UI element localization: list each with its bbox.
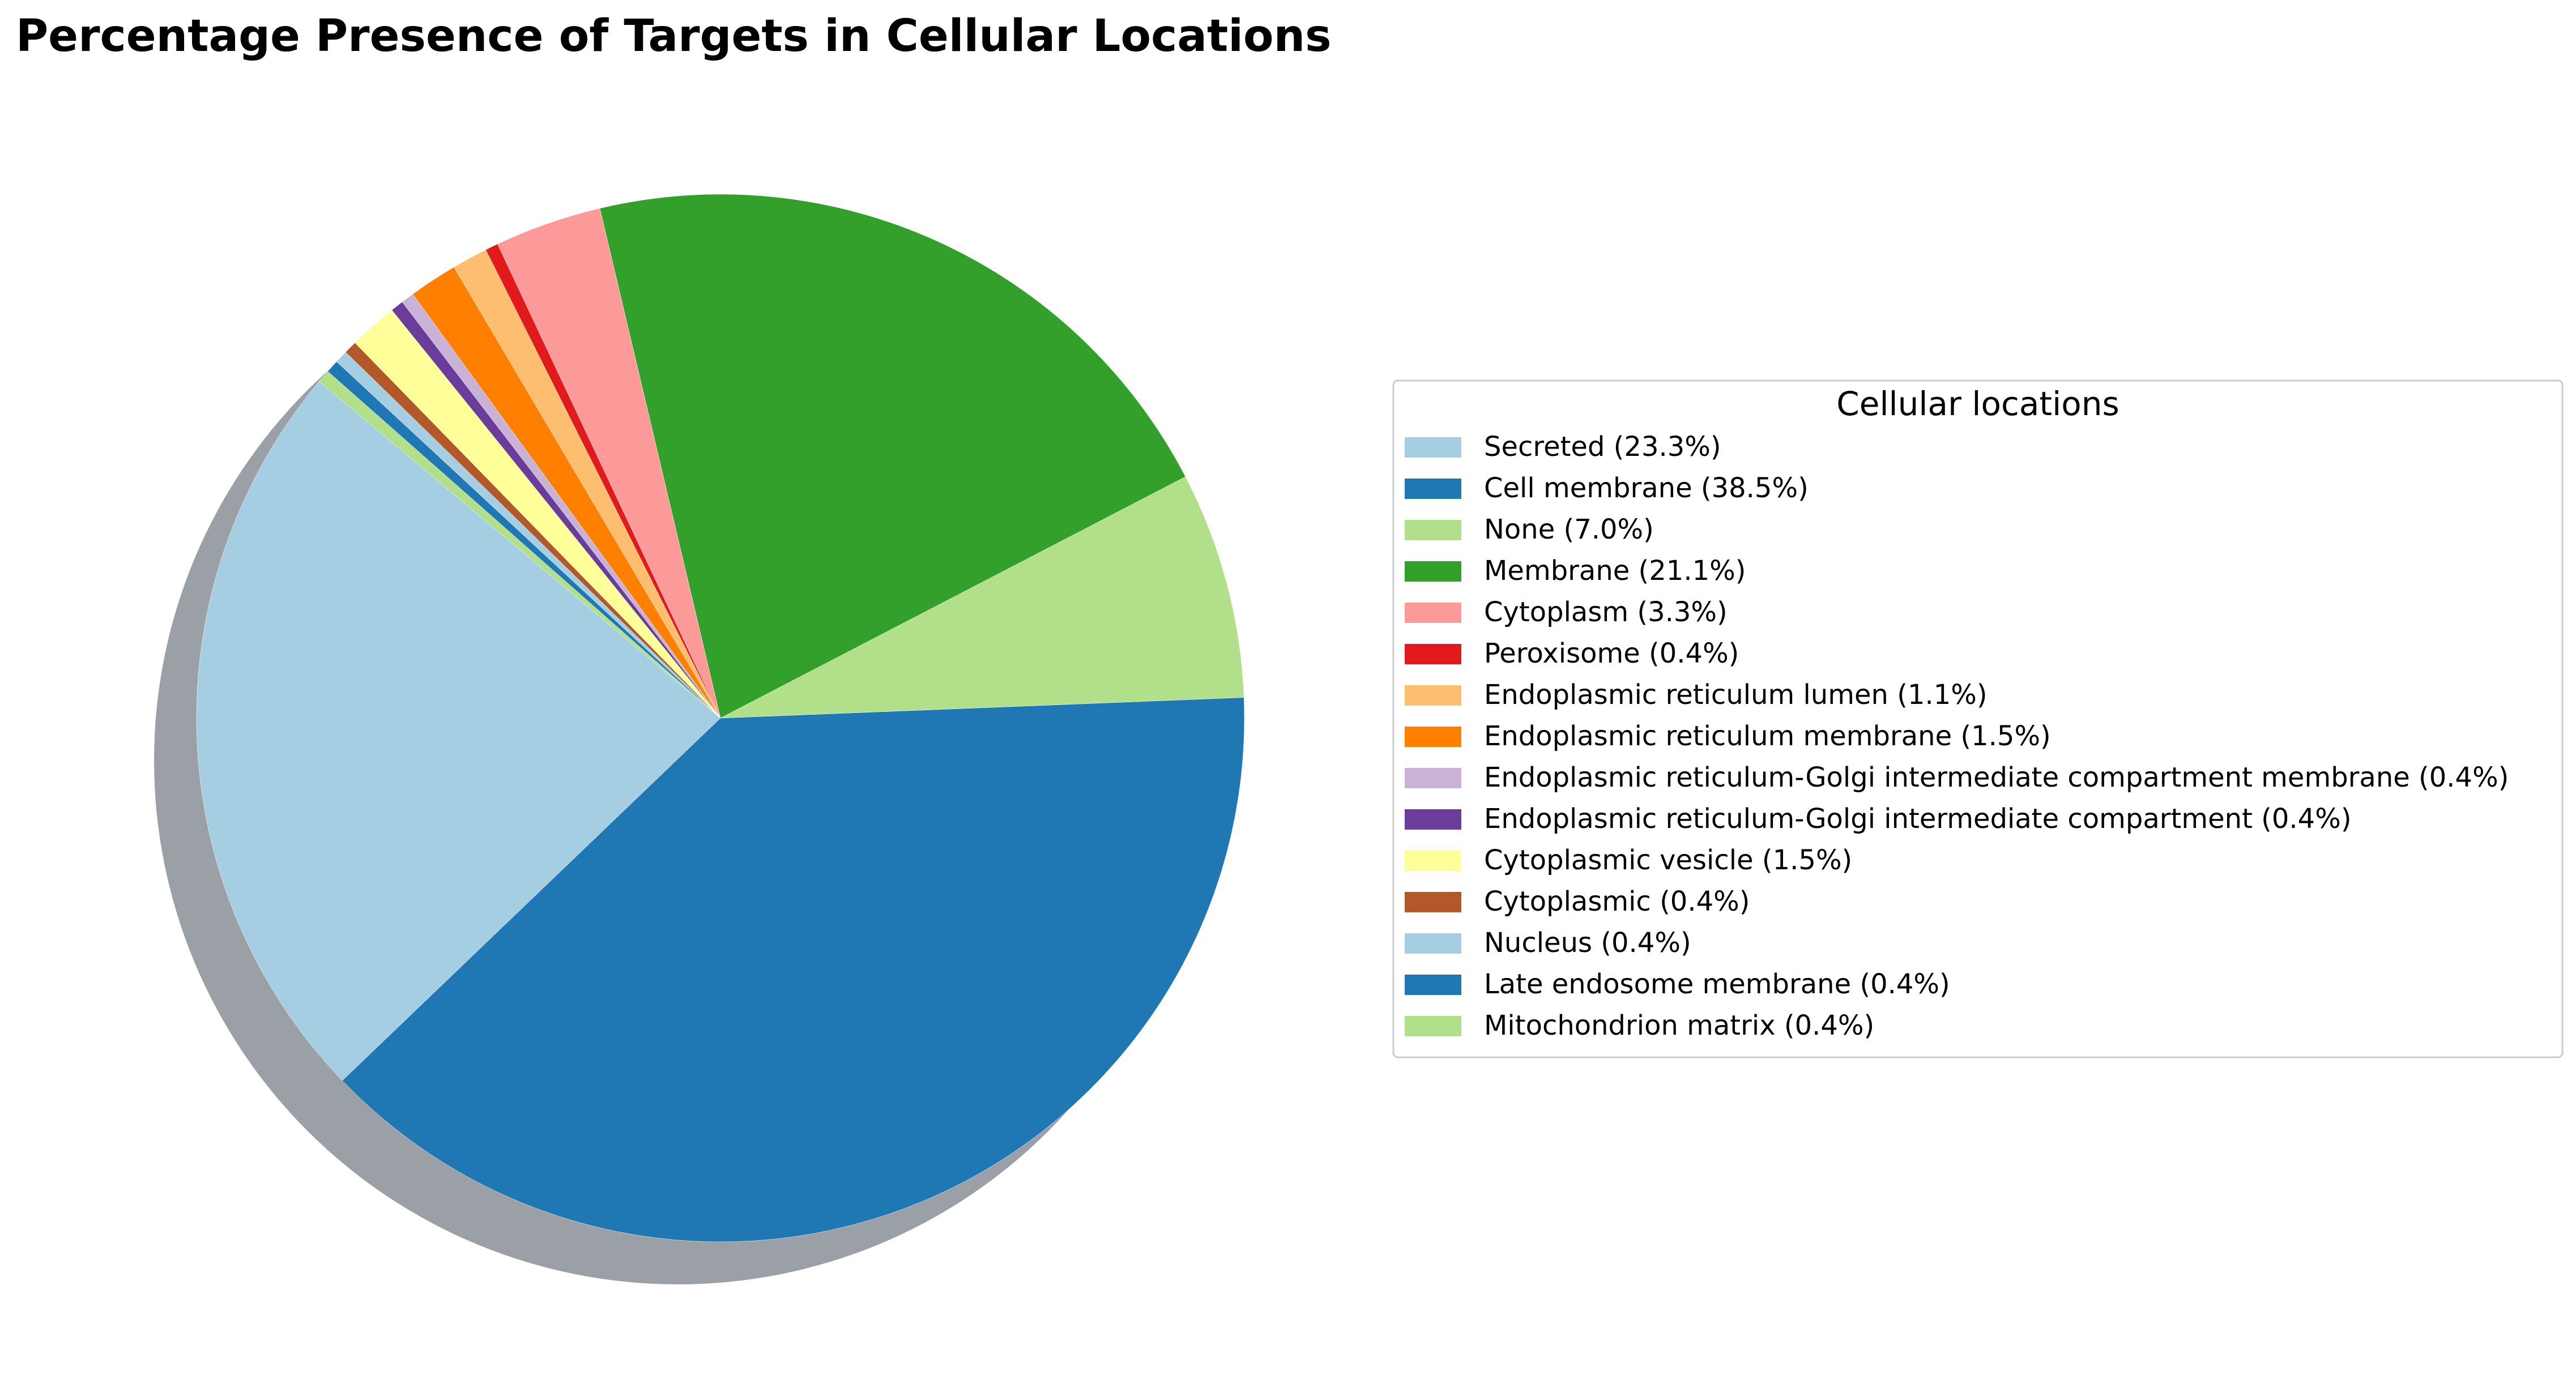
- legend-swatch-7: [1405, 727, 1461, 747]
- legend-label-13: Late endosome membrane (0.4%): [1484, 968, 1950, 1000]
- legend-swatch-9: [1405, 809, 1461, 830]
- pie-slice-3: [599, 194, 1186, 719]
- legend-swatch-13: [1405, 975, 1461, 995]
- legend-swatch-6: [1405, 685, 1461, 706]
- legend-items: Secreted (23.3%) Cell membrane (38.5%) Non…: [1405, 431, 2509, 1041]
- legend-swatch-12: [1405, 933, 1461, 954]
- chart-title: Percentage Presence of Targets in Cellul…: [16, 11, 1332, 62]
- legend-swatch-11: [1405, 892, 1461, 912]
- legend-swatch-8: [1405, 768, 1461, 788]
- legend-label-3: Membrane (21.1%): [1484, 555, 1746, 587]
- legend-label-4: Cytoplasm (3.3%): [1484, 596, 1728, 628]
- legend-swatch-4: [1405, 603, 1461, 623]
- pie-slice-2: [720, 476, 1244, 719]
- legend-swatch-0: [1405, 437, 1461, 458]
- legend-label-1: Cell membrane (38.5%): [1484, 472, 1809, 504]
- legend-label-12: Nucleus (0.4%): [1484, 927, 1691, 959]
- pie-slice-14: [319, 371, 721, 719]
- legend-frame: [1392, 379, 2564, 1058]
- pie-slice-1: [342, 697, 1245, 1242]
- legend-label-2: None (7.0%): [1484, 514, 1654, 545]
- legend-label-6: Endoplasmic reticulum lumen (1.1%): [1484, 679, 1988, 711]
- legend-label-14: Mitochondrion matrix (0.4%): [1484, 1010, 1874, 1041]
- legend-swatch-10: [1405, 851, 1461, 871]
- legend-swatch-2: [1405, 520, 1461, 540]
- legend-label-7: Endoplasmic reticulum membrane (1.5%): [1484, 720, 2051, 752]
- legend-label-9: Endoplasmic reticulum-Golgi intermediate…: [1484, 803, 2352, 835]
- legend: Cellular locations Secreted (23.3%) Cell …: [1392, 379, 2564, 1058]
- legend-swatch-14: [1405, 1016, 1461, 1036]
- legend-swatch-1: [1405, 479, 1461, 499]
- pie-slice-0: [196, 381, 721, 1081]
- legend-title: Cellular locations: [1836, 385, 2119, 423]
- legend-label-10: Cytoplasmic vesicle (1.5%): [1484, 844, 1852, 876]
- pie-slices: [196, 194, 1245, 1242]
- legend-label-11: Cytoplasmic (0.4%): [1484, 886, 1750, 917]
- legend-swatch-5: [1405, 644, 1461, 664]
- legend-label-5: Peroxisome (0.4%): [1484, 638, 1739, 669]
- legend-swatch-3: [1405, 561, 1461, 582]
- legend-label-8: Endoplasmic reticulum-Golgi intermediate…: [1484, 762, 2509, 793]
- legend-label-0: Secreted (23.3%): [1484, 431, 1721, 463]
